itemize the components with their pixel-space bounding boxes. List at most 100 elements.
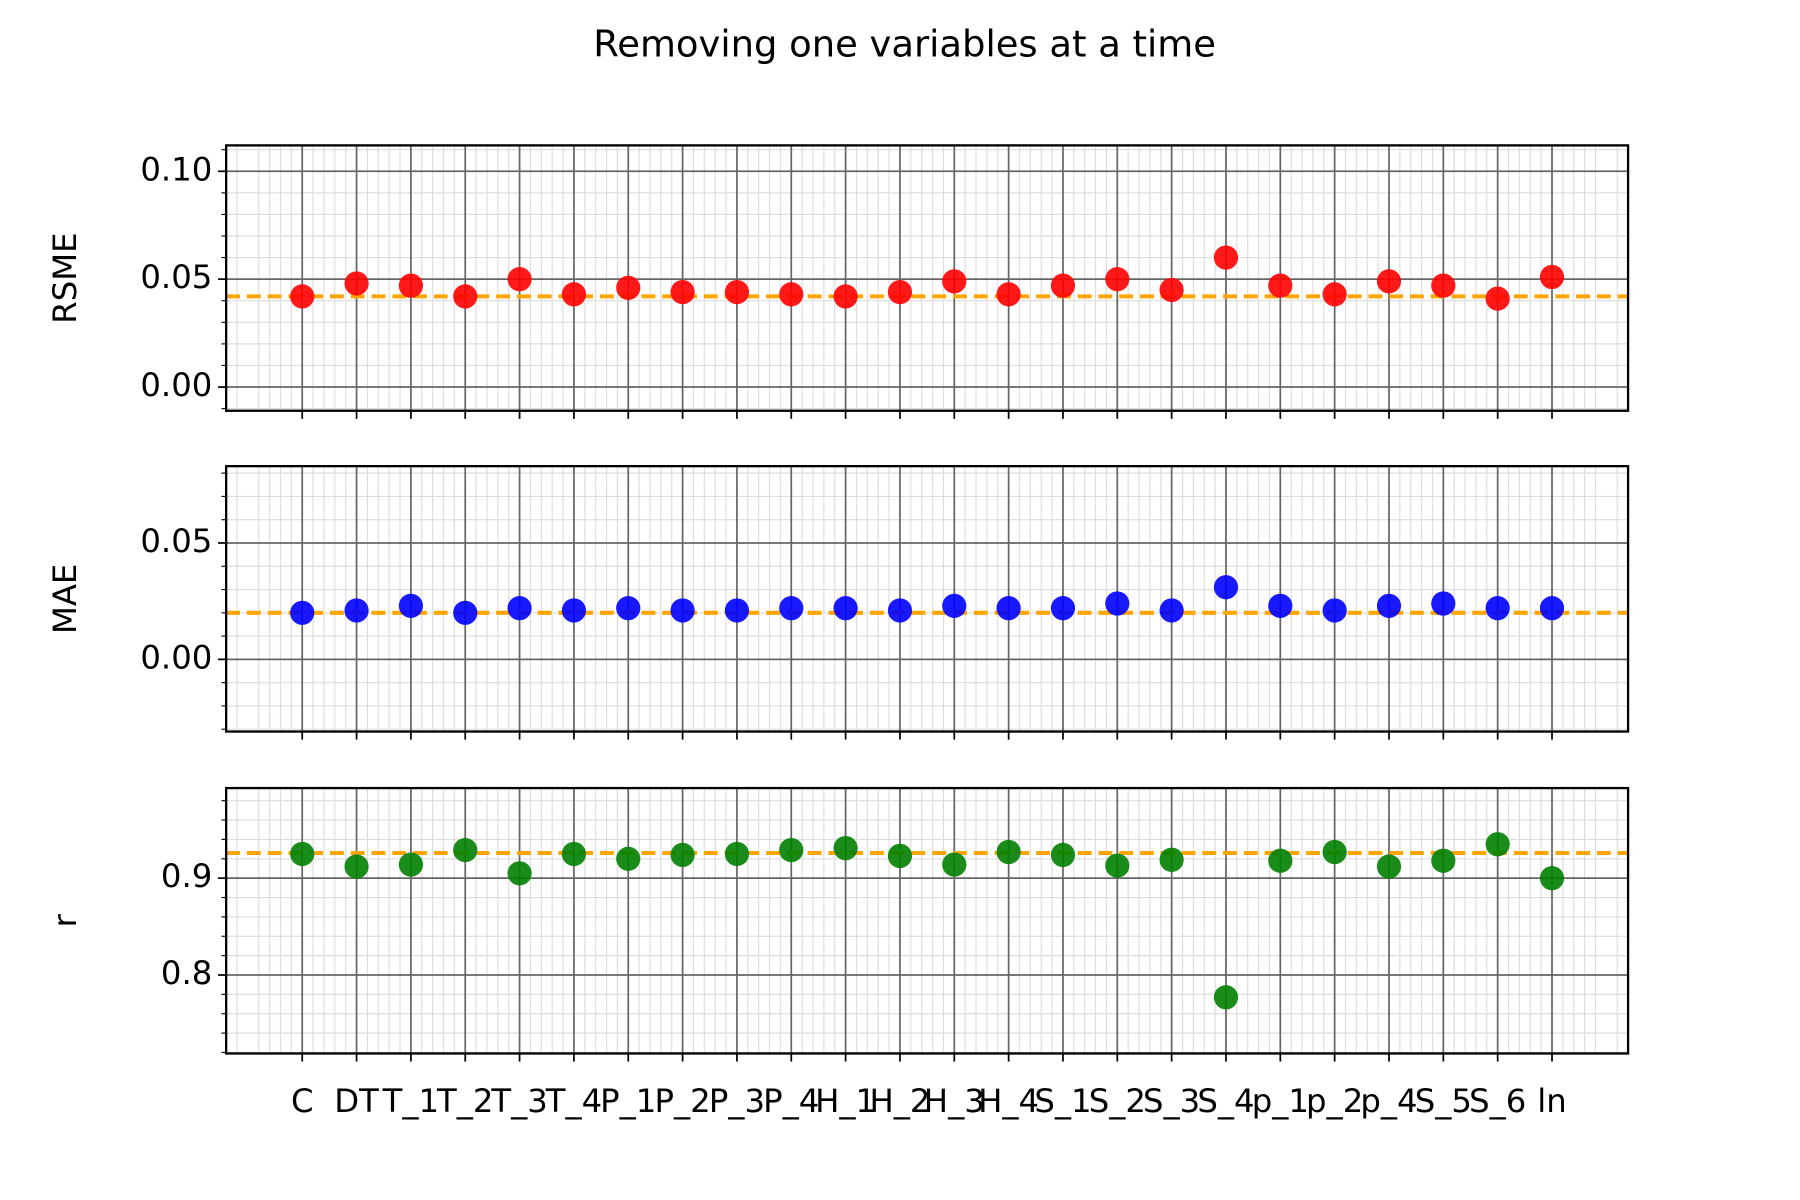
point [453,600,478,625]
point [1485,832,1510,857]
x-tick-label: H_1 [815,1082,876,1120]
y-tick-label: 0.05 [140,258,212,296]
x-tick-label: T_1 [382,1082,439,1120]
point [942,593,967,618]
x-tick-label: P_4 [763,1082,819,1120]
point [561,841,587,867]
point [290,841,315,867]
point [507,267,532,292]
point [616,846,641,871]
point [996,596,1021,621]
x-tick-label: T_4 [545,1082,602,1120]
point [398,852,424,877]
x-tick-label: ln [1537,1082,1566,1120]
point [887,279,913,305]
point [1050,596,1076,621]
point [779,837,804,863]
x-tick-label: C [291,1082,314,1120]
point [1322,598,1347,623]
point [561,282,587,307]
point [1431,848,1456,873]
chart-title: Removing one variables at a time [593,23,1216,66]
y-tick-label: 0.00 [140,638,212,676]
point [453,837,478,863]
y-tick-label: 0.00 [140,366,212,404]
point [1539,596,1565,621]
point [724,598,750,623]
point [1431,273,1456,298]
point [1376,593,1402,618]
point [996,839,1021,865]
x-tick-label: H_4 [978,1082,1039,1120]
point [1159,847,1184,872]
point [616,596,641,621]
point [1485,286,1510,311]
point [1485,596,1510,621]
point [1431,591,1456,616]
point [1105,267,1130,292]
x-tick-label: S_2 [1089,1082,1146,1120]
point [724,279,750,305]
point [453,284,478,309]
point [779,596,804,621]
point [942,852,967,877]
x-tick-label: S_4 [1197,1082,1254,1120]
point [1322,282,1347,307]
x-tick-label: S_6 [1469,1082,1526,1120]
axes-frame [224,465,1630,733]
point [344,271,369,296]
axes-frame [224,144,1630,412]
point [1105,853,1130,878]
point [887,598,913,623]
point [1268,593,1293,618]
point [833,836,858,861]
point [1159,598,1184,623]
point [290,600,315,625]
point [942,269,967,294]
point [1322,839,1347,865]
point [1268,848,1293,873]
point [833,596,858,621]
x-tick-label: S_3 [1143,1082,1200,1120]
x-tick-label: P_3 [709,1082,765,1120]
y-tick-label: 0.05 [140,522,212,560]
point [1376,854,1402,879]
x-tick-label: S_1 [1034,1082,1091,1120]
point [1268,273,1293,298]
point [1539,264,1565,290]
point [1376,269,1402,294]
point [344,598,369,623]
point [670,279,695,305]
x-tick-label: S_5 [1415,1082,1472,1120]
point [290,284,315,309]
point [398,593,424,618]
point [1539,866,1565,891]
y-tick-label: 0.8 [161,954,212,992]
y-axis-label: r [46,913,84,927]
x-tick-label: p_4 [1360,1082,1417,1120]
point [1105,591,1130,616]
point [1213,245,1239,270]
x-tick-label: DT [334,1082,379,1120]
point [1050,842,1076,868]
point [996,282,1021,307]
point [616,275,641,300]
point [724,841,750,867]
x-tick-label: p_2 [1306,1082,1363,1120]
axes-frame [224,786,1630,1055]
point [344,854,369,879]
point [561,598,587,623]
x-tick-label: P_2 [655,1082,711,1120]
point [887,843,913,868]
point [1213,575,1239,600]
point [670,842,695,868]
point [398,273,424,298]
point [779,282,804,307]
point [507,596,532,621]
x-tick-label: H_2 [869,1082,930,1120]
point [1050,273,1076,298]
x-tick-label: p_1 [1252,1082,1309,1120]
point [507,861,532,886]
